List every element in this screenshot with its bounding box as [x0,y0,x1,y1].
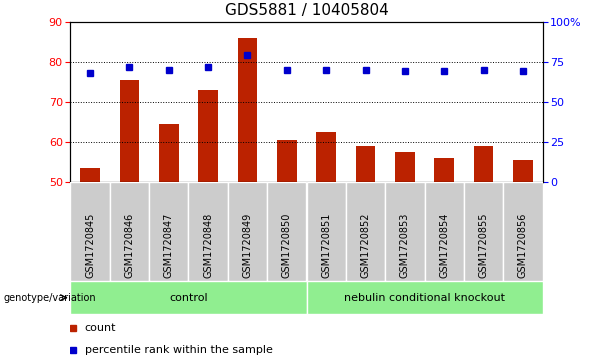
Bar [346,182,385,281]
Bar [503,182,543,281]
Bar [80,167,100,182]
Bar [277,139,297,182]
Bar [110,182,149,281]
Bar [70,281,306,314]
Text: GSM1720847: GSM1720847 [164,213,174,278]
Bar [435,158,454,182]
Text: control: control [169,293,208,303]
Text: GSM1720853: GSM1720853 [400,213,410,278]
Bar [513,160,533,182]
Bar [70,182,110,281]
Text: percentile rank within the sample: percentile rank within the sample [85,345,273,355]
Bar [356,146,375,182]
Text: genotype/variation: genotype/variation [3,293,96,303]
Bar [316,132,336,182]
Title: GDS5881 / 10405804: GDS5881 / 10405804 [224,3,389,18]
Bar [149,182,189,281]
Bar [199,90,218,182]
Bar [120,79,139,182]
Bar [385,182,424,281]
Text: GSM1720848: GSM1720848 [203,213,213,278]
Text: GSM1720845: GSM1720845 [85,213,95,278]
Bar [306,281,543,314]
Text: GSM1720856: GSM1720856 [518,213,528,278]
Bar [267,182,306,281]
Text: GSM1720854: GSM1720854 [439,213,449,278]
Bar [189,182,228,281]
Bar [474,146,493,182]
Text: GSM1720850: GSM1720850 [282,213,292,278]
Bar [306,182,346,281]
Bar [238,38,257,182]
Text: GSM1720855: GSM1720855 [479,213,489,278]
Text: GSM1720846: GSM1720846 [124,213,134,278]
Bar [228,182,267,281]
Bar [424,182,464,281]
Text: count: count [85,323,116,333]
Bar [464,182,503,281]
Text: GSM1720851: GSM1720851 [321,213,331,278]
Bar [395,152,414,182]
Text: GSM1720852: GSM1720852 [360,213,370,278]
Bar [159,123,178,182]
Text: nebulin conditional knockout: nebulin conditional knockout [344,293,505,303]
Text: GSM1720849: GSM1720849 [243,213,253,278]
